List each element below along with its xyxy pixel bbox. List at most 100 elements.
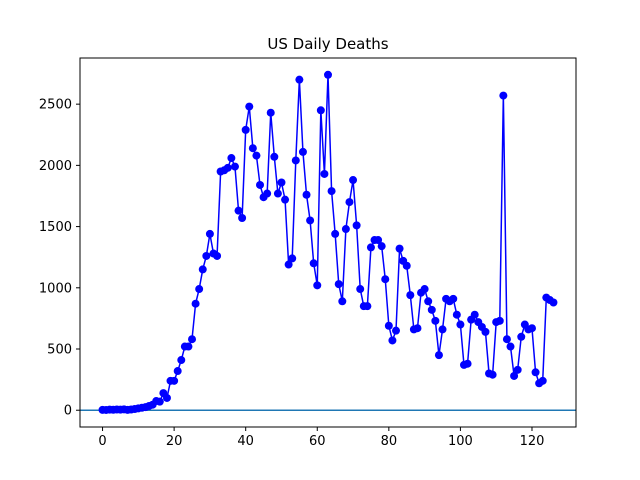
data-point [205,229,214,238]
data-point [431,316,440,325]
data-point [388,336,397,345]
data-point [273,189,282,198]
data-point [324,70,332,79]
chart-title: US Daily Deaths [267,35,388,53]
data-point [463,359,472,368]
data-point [452,310,461,319]
data-point [316,106,325,115]
data-point [266,108,275,117]
data-point [291,156,300,165]
x-tick-label: 120 [520,434,545,449]
data-point [334,280,343,289]
data-point [170,376,179,385]
data-point [277,178,286,187]
data-point [549,298,558,307]
data-point [527,324,536,333]
data-point [227,154,236,163]
x-tick-label: 80 [381,434,398,449]
data-point [413,324,422,333]
data-point [438,325,447,334]
data-point [223,163,232,172]
data-point [499,91,508,100]
axes-frame [79,57,577,428]
data-point [173,367,182,376]
data-point [191,299,200,308]
data-point [517,332,526,341]
data-point [288,254,297,263]
data-point [406,291,415,300]
y-tick-label: 0 [64,404,72,419]
data-point [456,320,465,329]
data-point [341,225,350,234]
data-point [295,75,304,84]
data-point [213,251,222,260]
data-point [345,198,354,207]
y-tick-label: 2000 [39,159,72,174]
y-tick-label: 500 [47,343,72,358]
data-point [230,162,239,171]
data-point [320,169,329,178]
data-point [384,321,393,330]
data-point [155,397,164,406]
data-point [202,251,211,260]
data-point [449,294,458,303]
data-point [502,335,511,344]
data-point [381,275,390,284]
x-tick-label: 40 [237,434,254,449]
data-point [184,342,193,351]
data-point [374,236,383,245]
data-point [263,189,272,198]
data-point [495,316,504,325]
data-point [195,285,204,294]
data-point [363,302,372,311]
data-point [377,242,386,251]
data-point [356,285,365,294]
x-tick-label: 60 [309,434,326,449]
data-point [234,206,243,215]
data-point [256,180,265,189]
data-point [434,351,443,360]
data-point [424,297,433,306]
y-tick-label: 2500 [39,98,72,113]
data-point [420,285,429,294]
data-point [427,305,436,314]
data-point [327,187,336,196]
data-point [281,195,290,204]
data-point [302,190,311,199]
data-point [238,214,247,223]
y-tick-label: 1500 [39,220,72,235]
data-point [510,371,519,380]
data-point [198,265,207,274]
plot-area: 0 20 40 60 80 100 120 0 500 1000 1500 2000 2500 [39,57,577,449]
data-point [506,342,515,351]
data-point [470,310,479,319]
data-point [352,221,361,230]
data-point [402,261,411,270]
data-point [270,152,279,161]
data-point [488,370,497,379]
x-tick-label: 20 [166,434,183,449]
data-point [391,326,400,335]
data-point [313,281,322,290]
data-point [366,243,375,252]
data-point [188,335,197,344]
data-point [331,229,340,238]
y-tick-label: 1000 [39,281,72,296]
data-point [349,176,358,185]
data-point [177,356,186,365]
data-point [309,259,318,268]
data-point [162,393,171,402]
data-point [395,244,404,253]
data-point [338,297,347,306]
x-tick-label: 0 [98,434,106,449]
data-point [531,368,540,377]
data-point [306,216,315,225]
data-point [252,151,261,160]
data-point [248,144,257,153]
data-point [513,365,522,374]
data-point [245,102,254,111]
data-point [538,376,547,385]
data-point [284,260,293,269]
